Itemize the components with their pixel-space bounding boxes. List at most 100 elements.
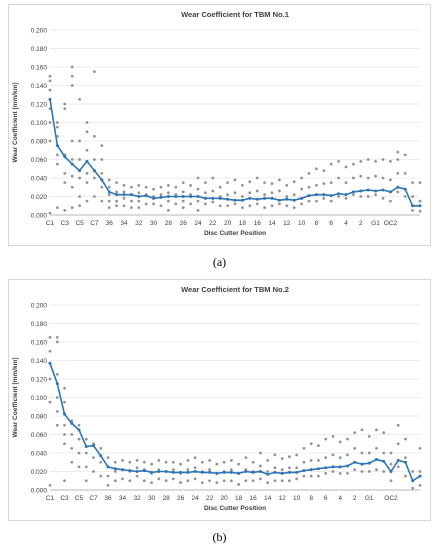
mean-marker xyxy=(189,195,193,198)
data-point xyxy=(200,460,204,464)
data-point xyxy=(331,453,335,457)
data-point xyxy=(107,206,111,210)
data-point xyxy=(208,468,212,472)
mean-marker xyxy=(389,470,393,473)
data-point xyxy=(179,481,182,484)
data-point xyxy=(382,470,386,473)
y-tick-label: 0.000 xyxy=(31,488,48,495)
x-tick-label: 2 xyxy=(353,495,357,502)
data-point xyxy=(418,181,422,185)
data-point xyxy=(389,199,392,203)
mean-marker xyxy=(374,189,378,193)
chart-panel-a: Wear Coefficient for TBM No.1 0.000 0.020 0… xyxy=(8,4,431,269)
data-point xyxy=(360,428,364,432)
data-point xyxy=(266,459,270,462)
data-point xyxy=(353,431,357,435)
data-point xyxy=(128,460,132,464)
x-tick-label: 16 xyxy=(250,495,258,502)
mean-marker xyxy=(316,467,320,471)
data-point xyxy=(280,468,284,472)
data-point xyxy=(237,462,241,466)
mean-marker xyxy=(277,198,281,202)
mean-marker xyxy=(115,193,119,197)
data-point xyxy=(381,158,385,161)
mean-marker xyxy=(381,188,385,192)
data-point xyxy=(215,462,219,466)
data-point xyxy=(130,206,133,210)
mean-marker xyxy=(292,198,296,202)
x-tick-label: 28 xyxy=(162,495,170,502)
data-point xyxy=(48,121,52,124)
data-point xyxy=(122,196,126,200)
data-point xyxy=(366,195,370,198)
x-tick-label: 36 xyxy=(106,220,114,227)
data-point xyxy=(196,199,200,203)
mean-marker xyxy=(135,470,139,473)
data-point xyxy=(204,191,207,195)
mean-marker xyxy=(273,470,277,474)
data-point xyxy=(78,195,81,198)
data-point xyxy=(144,185,148,189)
data-point xyxy=(338,471,342,475)
data-point xyxy=(278,178,281,182)
mean-marker xyxy=(70,162,74,166)
mean-marker xyxy=(55,144,59,148)
x-tick-label: 24 xyxy=(194,220,202,227)
data-point xyxy=(115,181,118,185)
data-point xyxy=(367,434,371,438)
data-point xyxy=(248,204,252,208)
data-point xyxy=(285,184,289,187)
data-point xyxy=(226,181,230,185)
data-point xyxy=(171,477,175,481)
mean-marker xyxy=(193,470,197,473)
x-tick-label: C3 xyxy=(61,220,70,227)
x-tick-label: 24 xyxy=(191,495,199,502)
data-point xyxy=(70,158,74,161)
data-point xyxy=(226,204,230,208)
mean-marker xyxy=(266,472,270,476)
mean-marker xyxy=(85,159,89,163)
mean-marker xyxy=(181,195,185,198)
mean-marker xyxy=(418,474,422,478)
data-point xyxy=(157,459,161,462)
y-tick-label: 0.160 xyxy=(31,340,48,347)
data-point xyxy=(174,202,178,206)
x-tick-label: 30 xyxy=(150,220,158,227)
data-point xyxy=(107,199,111,203)
data-point xyxy=(382,431,386,435)
data-point xyxy=(63,102,67,106)
data-point xyxy=(338,456,342,460)
data-point xyxy=(404,474,407,478)
mean-marker xyxy=(70,421,74,425)
x-tick-label: 22 xyxy=(206,495,214,502)
data-point xyxy=(78,139,81,143)
data-point xyxy=(107,185,111,189)
data-point xyxy=(263,206,266,210)
data-point xyxy=(48,335,52,339)
data-point xyxy=(329,181,333,185)
data-point xyxy=(93,70,96,74)
mean-marker xyxy=(287,470,291,474)
data-point xyxy=(93,176,96,180)
data-point xyxy=(278,189,281,193)
x-tick-label: C3 xyxy=(60,495,69,502)
data-point xyxy=(77,437,81,441)
data-point xyxy=(270,204,274,208)
data-point xyxy=(122,190,126,194)
y-tick-label: 0.020 xyxy=(31,194,48,201)
data-point xyxy=(128,479,132,483)
data-point xyxy=(55,423,59,427)
data-point xyxy=(300,202,303,206)
mean-marker xyxy=(150,470,154,474)
data-point xyxy=(317,474,320,478)
data-point xyxy=(100,144,104,148)
mean-marker xyxy=(329,194,333,198)
data-point xyxy=(159,185,163,189)
mean-marker xyxy=(203,196,207,200)
data-point xyxy=(396,150,400,154)
x-tick-label: 6 xyxy=(324,495,328,502)
data-point xyxy=(338,440,342,444)
mean-marker xyxy=(78,169,82,173)
x-tick-label: 32 xyxy=(133,495,141,502)
mean-marker xyxy=(106,465,110,469)
